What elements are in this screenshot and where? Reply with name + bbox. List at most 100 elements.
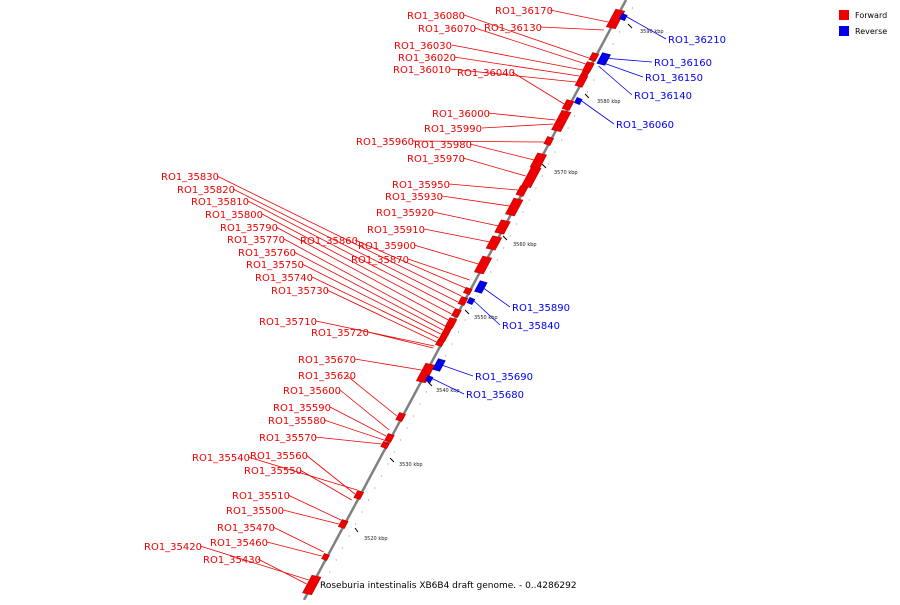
- forward-gene[interactable]: [302, 574, 322, 596]
- gene-label[interactable]: RO1_36080: [407, 11, 465, 22]
- gene-label[interactable]: RO1_35420: [144, 542, 202, 553]
- forward-gene[interactable]: [605, 8, 626, 30]
- forward-gene[interactable]: [494, 219, 511, 235]
- minor-dot: [509, 235, 511, 237]
- gene-label[interactable]: RO1_35460: [210, 538, 268, 549]
- gene-label[interactable]: RO1_35580: [268, 416, 326, 427]
- forward-gene[interactable]: [462, 286, 473, 296]
- gene-label[interactable]: RO1_35730: [271, 286, 329, 297]
- gene-label[interactable]: RO1_36170: [495, 6, 553, 17]
- gene-label[interactable]: RO1_35770: [227, 235, 285, 246]
- gene-label[interactable]: RO1_35970: [407, 154, 465, 165]
- gene-label[interactable]: RO1_35680: [466, 390, 524, 401]
- gene-label[interactable]: RO1_35750: [246, 260, 304, 271]
- forward-gene[interactable]: [451, 308, 462, 318]
- forward-gene[interactable]: [504, 197, 524, 217]
- gene-label[interactable]: RO1_36140: [634, 91, 692, 102]
- gene-label[interactable]: RO1_35790: [220, 223, 278, 234]
- gene-label[interactable]: RO1_36160: [654, 58, 712, 69]
- gene-label[interactable]: RO1_36040: [457, 68, 515, 79]
- gene-label[interactable]: RO1_35910: [367, 225, 425, 236]
- forward-gene[interactable]: [321, 552, 330, 562]
- gene-label[interactable]: RO1_35760: [238, 248, 296, 259]
- gene-label[interactable]: RO1_35500: [226, 506, 284, 517]
- gene-label[interactable]: RO1_35800: [205, 210, 263, 221]
- gene-label[interactable]: RO1_35980: [414, 140, 472, 151]
- gene-label[interactable]: RO1_35540: [192, 453, 250, 464]
- forward-gene[interactable]: [574, 74, 589, 88]
- reverse-gene[interactable]: [573, 96, 583, 106]
- gene-label[interactable]: RO1_35600: [283, 386, 341, 397]
- reverse-gene[interactable]: [474, 280, 488, 294]
- leader-line: [580, 99, 615, 125]
- leader-line: [345, 374, 397, 417]
- gene-label[interactable]: RO1_35510: [232, 491, 290, 502]
- gene-label[interactable]: RO1_35590: [273, 403, 331, 414]
- gene-label[interactable]: RO1_35990: [424, 124, 482, 135]
- forward-gene[interactable]: [561, 99, 575, 111]
- forward-gene[interactable]: [473, 255, 493, 275]
- gene-label[interactable]: RO1_35890: [512, 303, 570, 314]
- forward-gene[interactable]: [384, 433, 395, 443]
- gene-label[interactable]: RO1_36210: [668, 35, 726, 46]
- forward-gene[interactable]: [588, 52, 600, 62]
- forward-gene[interactable]: [457, 296, 469, 306]
- leader-line: [257, 558, 307, 585]
- leader-line: [283, 238, 446, 327]
- gene-label[interactable]: RO1_35820: [177, 185, 235, 196]
- forward-gene[interactable]: [395, 412, 406, 422]
- gene-label[interactable]: RO1_35740: [255, 273, 313, 284]
- gene-label[interactable]: RO1_35810: [191, 197, 249, 208]
- gene-label[interactable]: RO1_35570: [259, 433, 317, 444]
- leader-line: [462, 157, 526, 177]
- gene-label[interactable]: RO1_35710: [259, 317, 317, 328]
- forward-gene[interactable]: [337, 519, 349, 529]
- reverse-gene[interactable]: [432, 358, 446, 372]
- leader-line: [247, 456, 358, 491]
- gene-label[interactable]: RO1_35870: [351, 255, 409, 266]
- reverse-gene[interactable]: [466, 296, 476, 306]
- gene-label[interactable]: RO1_36060: [616, 120, 674, 131]
- minor-dot: [528, 199, 531, 201]
- gene-label[interactable]: RO1_36030: [394, 41, 452, 52]
- forward-gene[interactable]: [543, 136, 555, 146]
- gene-label[interactable]: RO1_35900: [358, 241, 416, 252]
- gene-label[interactable]: RO1_36150: [645, 73, 703, 84]
- gene-label[interactable]: RO1_35620: [298, 371, 356, 382]
- forward-gene[interactable]: [551, 109, 572, 133]
- gene-label[interactable]: RO1_35960: [356, 137, 414, 148]
- forward-gene[interactable]: [353, 490, 365, 500]
- gene-label[interactable]: RO1_36130: [484, 23, 542, 34]
- gene-label[interactable]: RO1_35860: [300, 236, 358, 247]
- reverse-gene[interactable]: [596, 52, 611, 66]
- gene-label[interactable]: RO1_35840: [502, 321, 560, 332]
- gene-label[interactable]: RO1_36010: [393, 65, 451, 76]
- forward-gene[interactable]: [521, 165, 542, 189]
- gene-label[interactable]: RO1_35470: [217, 523, 275, 534]
- forward-gene[interactable]: [435, 338, 445, 348]
- gene-label[interactable]: RO1_35720: [311, 328, 369, 339]
- gene-label[interactable]: RO1_35930: [385, 192, 443, 203]
- gene-label[interactable]: RO1_35670: [298, 355, 356, 366]
- gene-label[interactable]: RO1_35920: [376, 208, 434, 219]
- gene-label[interactable]: RO1_35560: [250, 451, 308, 462]
- gene-label[interactable]: RO1_36020: [398, 53, 456, 64]
- forward-gene[interactable]: [515, 185, 529, 197]
- minor-dot: [348, 535, 350, 537]
- gene-label[interactable]: RO1_36000: [432, 109, 490, 120]
- tick-mark: [389, 457, 395, 463]
- gene-label[interactable]: RO1_35950: [392, 180, 450, 191]
- gene-label[interactable]: RO1_35430: [203, 555, 261, 566]
- minor-dot: [451, 343, 453, 345]
- gene-label[interactable]: RO1_35550: [244, 466, 302, 477]
- reverse-gene[interactable]: [618, 12, 628, 22]
- minor-dot: [400, 439, 402, 441]
- reverse-gene[interactable]: [424, 374, 434, 384]
- gene-label[interactable]: RO1_35830: [161, 172, 219, 183]
- leader-line: [423, 228, 491, 243]
- minor-dot: [406, 427, 408, 429]
- forward-gene[interactable]: [485, 235, 503, 251]
- forward-gene[interactable]: [380, 440, 390, 450]
- gene-label[interactable]: RO1_35690: [475, 372, 533, 383]
- gene-label[interactable]: RO1_36070: [418, 24, 476, 35]
